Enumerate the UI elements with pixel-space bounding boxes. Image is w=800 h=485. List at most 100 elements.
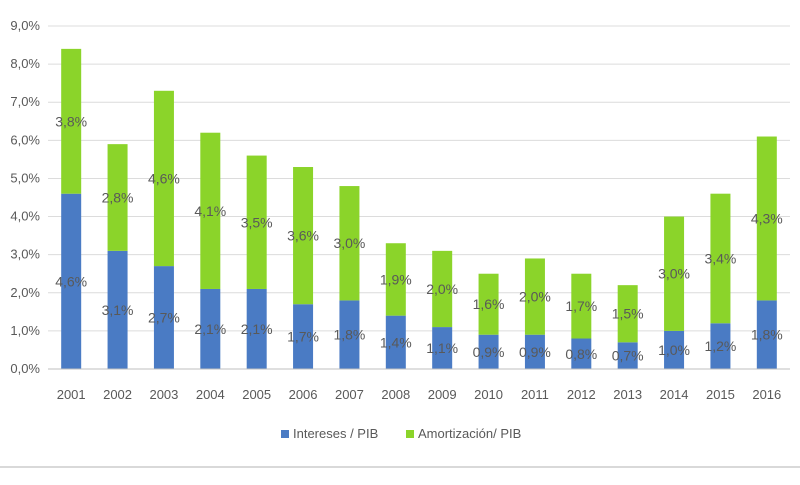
data-label-amortizacion: 4,1% [194,203,226,219]
data-label-intereses: 1,1% [426,340,458,356]
y-tick-label: 6,0% [10,132,40,147]
bar-intereses [432,327,453,369]
bars [61,48,777,369]
bar-intereses [756,300,777,369]
y-tick-label: 7,0% [10,94,40,109]
data-label-amortizacion: 2,8% [102,190,134,206]
x-tick-label: 2002 [103,387,132,402]
bar-intereses [61,193,82,369]
y-tick-label: 1,0% [10,323,40,338]
bar-amortizacion [385,243,406,316]
y-tick-label: 4,0% [10,209,40,224]
bar-intereses [293,304,314,369]
bar-amortizacion [293,167,314,305]
bar-amortizacion [524,258,545,335]
x-tick-label: 2015 [706,387,735,402]
y-tick-label: 0,0% [10,361,40,376]
data-label-amortizacion: 4,6% [148,170,180,186]
x-tick-label: 2013 [613,387,642,402]
data-label-amortizacion: 4,3% [751,210,783,226]
y-tick-label: 8,0% [10,56,40,71]
data-label-intereses: 1,7% [287,329,319,345]
data-label-amortizacion: 3,0% [333,235,365,251]
data-label-amortizacion: 2,0% [519,289,551,305]
bar-intereses [153,266,174,369]
bar-intereses [571,338,592,369]
bar-intereses [107,250,128,369]
x-tick-label: 2007 [335,387,364,402]
x-tick-label: 2006 [289,387,318,402]
data-label-intereses: 2,1% [241,321,273,337]
bar-amortizacion [339,186,360,301]
data-label-amortizacion: 3,0% [658,266,690,282]
x-tick-label: 2008 [381,387,410,402]
bar-intereses [246,288,267,369]
bottom-divider [0,466,800,468]
x-axis-tick-labels: 2001 2002 2003 2004 2005 2006 2007 2008 2009 2010… [57,387,782,402]
x-tick-label: 2003 [149,387,178,402]
data-labels: 4,6% 3,8% 3,1% 2,8% 2,7% 4,6% 2,1% 4,1% 2,1% 3,5%… [55,113,783,363]
x-tick-label: 2009 [428,387,457,402]
bar-amortizacion [153,90,174,267]
bar-amortizacion [664,216,685,331]
bar-amortizacion [756,136,777,301]
data-label-amortizacion: 1,9% [380,271,412,287]
bar-amortizacion [617,285,638,343]
bar-intereses [200,288,221,369]
y-tick-label: 9,0% [10,18,40,33]
data-label-intereses: 1,2% [704,338,736,354]
bar-intereses [385,315,406,369]
data-label-intereses: 4,6% [55,273,87,289]
bar-intereses [710,323,731,369]
x-tick-label: 2010 [474,387,503,402]
y-axis-tick-labels: 0,0% 1,0% 2,0% 3,0% 4,0% 5,0% 6,0% 7,0% 8,0% 9,0% [10,18,40,376]
bar-intereses [524,334,545,369]
data-label-intereses: 1,8% [751,327,783,343]
x-tick-label: 2014 [660,387,689,402]
x-tick-label: 2012 [567,387,596,402]
y-tick-label: 2,0% [10,285,40,300]
data-label-amortizacion: 3,4% [704,250,736,266]
data-label-intereses: 0,9% [473,344,505,360]
data-label-intereses: 2,1% [194,321,226,337]
data-label-intereses: 0,7% [612,348,644,364]
data-label-intereses: 1,4% [380,334,412,350]
y-tick-label: 3,0% [10,247,40,262]
bar-intereses [617,342,638,369]
bar-intereses [664,330,685,369]
x-tick-label: 2016 [752,387,781,402]
data-label-intereses: 0,8% [565,346,597,362]
data-label-intereses: 1,0% [658,342,690,358]
data-label-intereses: 2,7% [148,310,180,326]
data-label-intereses: 1,8% [333,327,365,343]
x-tick-label: 2001 [57,387,86,402]
x-tick-label: 2004 [196,387,225,402]
data-label-intereses: 3,1% [102,302,134,318]
bar-amortizacion [107,144,128,251]
bar-amortizacion [432,250,453,328]
legend-swatch-intereses [281,430,289,438]
bar-amortizacion [571,273,592,339]
data-label-amortizacion: 3,6% [287,228,319,244]
bar-amortizacion [246,155,267,289]
bar-intereses [478,334,499,369]
legend-label-amortizacion: Amortización/ PIB [418,426,521,441]
legend: Intereses / PIB Amortización/ PIB [281,426,521,441]
data-label-amortizacion: 1,5% [612,306,644,322]
data-label-amortizacion: 3,5% [241,214,273,230]
bar-amortizacion [710,193,731,324]
bar-intereses [339,300,360,369]
data-label-intereses: 0,9% [519,344,551,360]
x-tick-label: 2011 [521,387,549,402]
data-label-amortizacion: 3,8% [55,113,87,129]
legend-label-intereses: Intereses / PIB [293,426,378,441]
bar-amortizacion [61,48,82,194]
data-label-amortizacion: 1,7% [565,298,597,314]
data-label-amortizacion: 1,6% [473,296,505,312]
bar-amortizacion [200,132,221,289]
legend-swatch-amortizacion [406,430,414,438]
bar-amortizacion [478,273,499,335]
data-label-amortizacion: 2,0% [426,281,458,297]
